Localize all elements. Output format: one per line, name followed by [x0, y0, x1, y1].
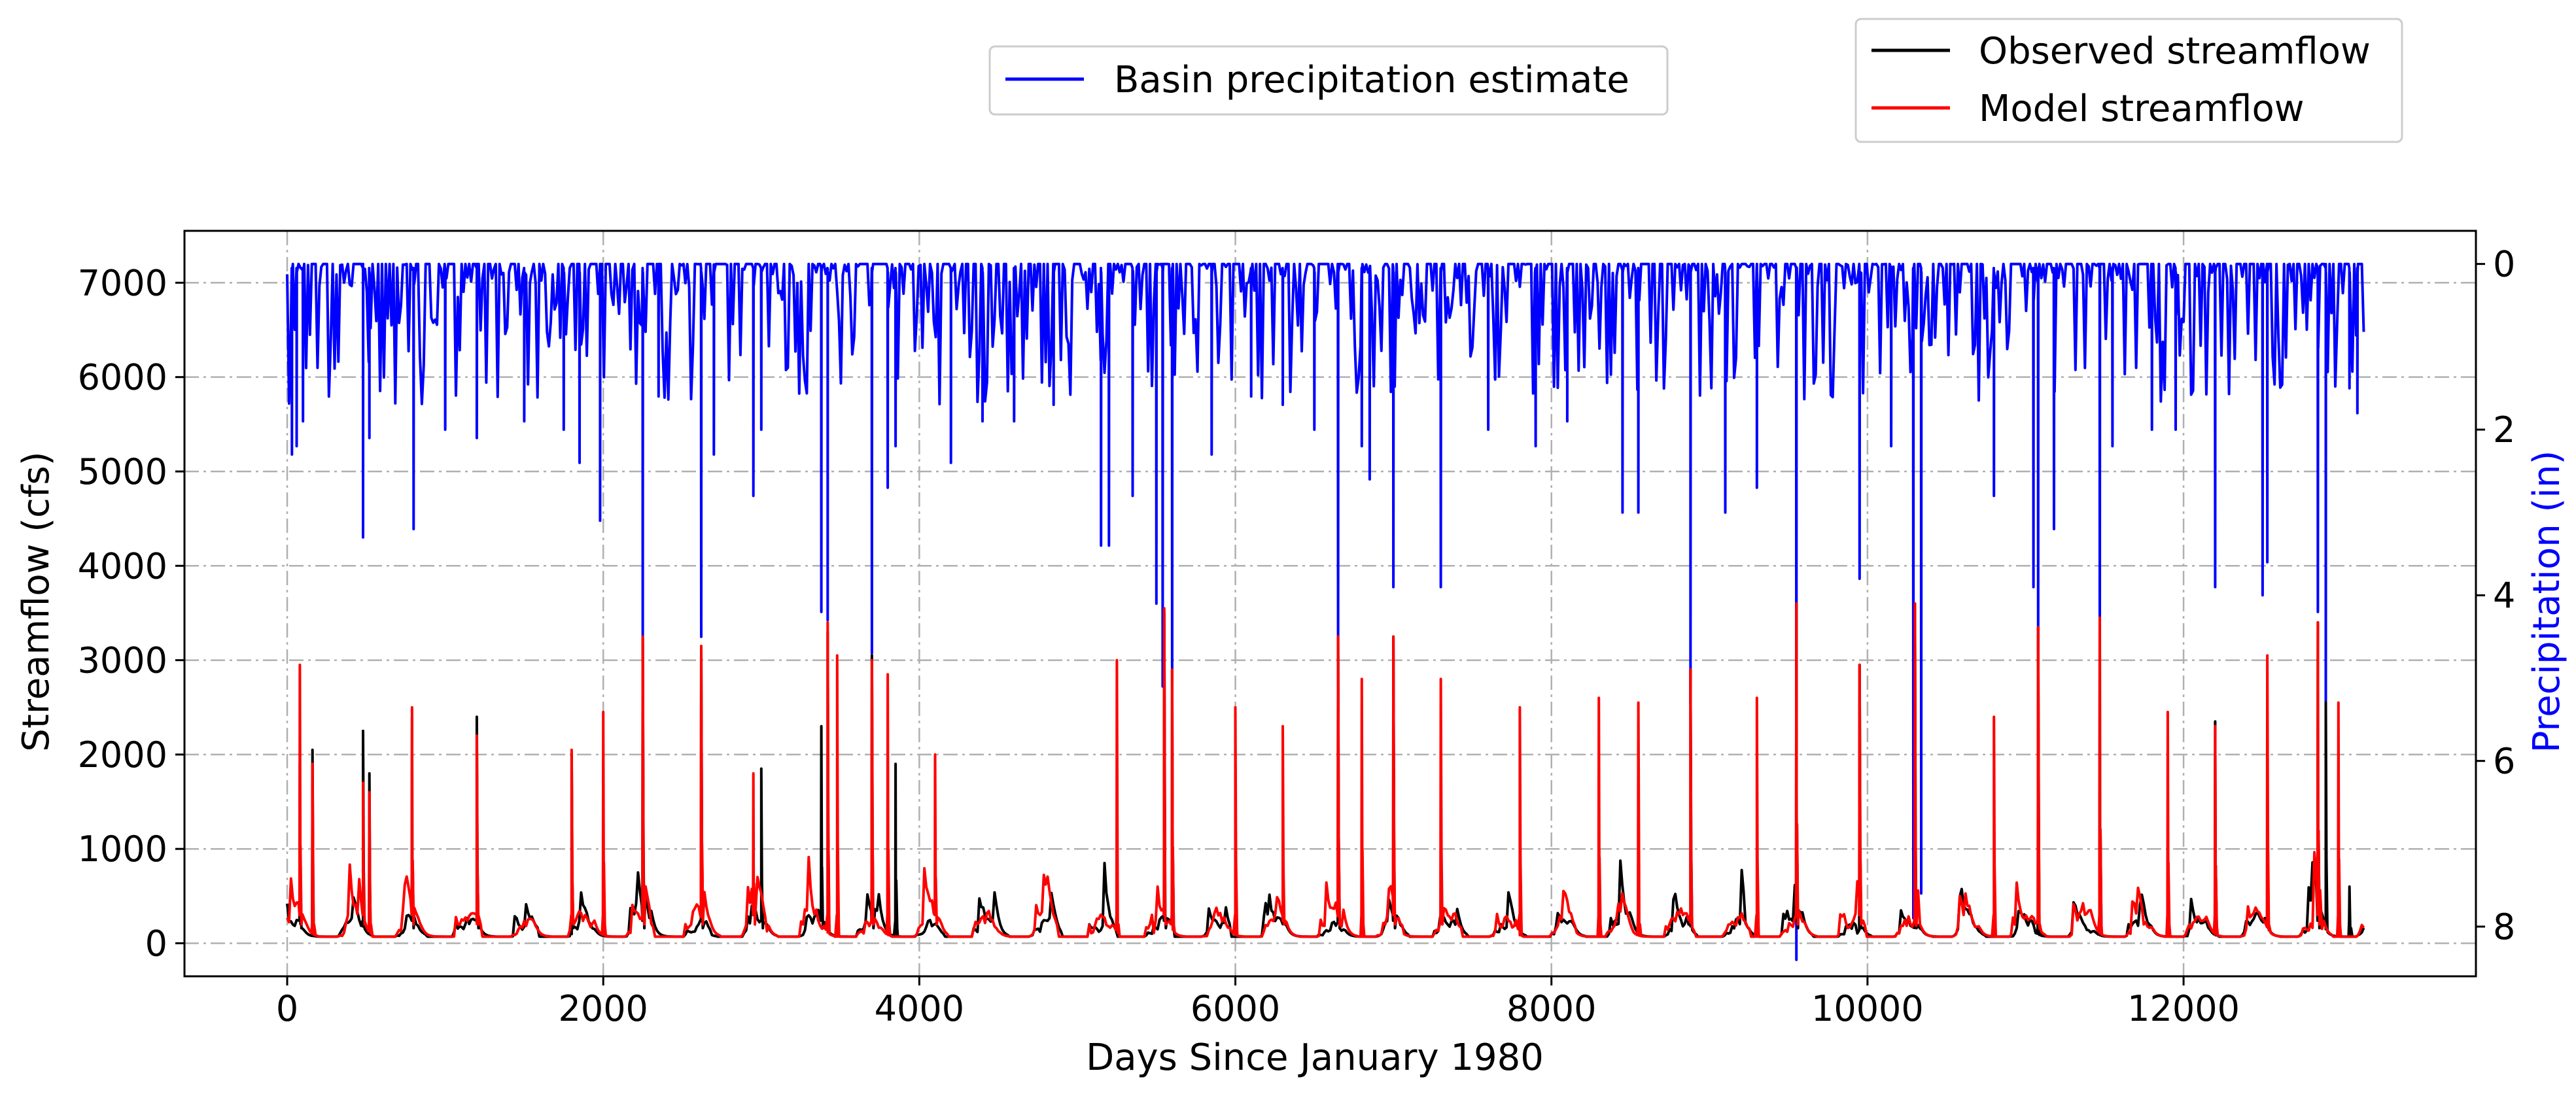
series-precipitation: [286, 262, 2365, 961]
y-left-tick-label-3: 3000: [78, 640, 167, 681]
legend-streamflow: Observed streamflow Model streamflow: [1854, 18, 2403, 143]
x-axis-ticks: 0 2000 4000 6000 8000 10000 12000: [276, 976, 2240, 1029]
x-tick-label-1: 2000: [558, 988, 648, 1029]
legend-label-observed: Observed streamflow: [1979, 30, 2371, 73]
y-left-tick-label-4: 4000: [78, 545, 167, 587]
y-left-tick-label-7: 7000: [78, 262, 167, 303]
y-right-tick-label-1: 2: [2493, 409, 2515, 451]
x-tick-label-3: 6000: [1191, 988, 1280, 1029]
plot-frame: [183, 230, 2477, 978]
x-tick-label-6: 12000: [2127, 988, 2240, 1029]
y-right-tick-label-3: 6: [2493, 741, 2515, 782]
legend-precipitation: Basin precipitation estimate: [988, 45, 1669, 116]
y-left-tick-label-0: 0: [145, 923, 167, 964]
y-left-tick-label-1: 1000: [78, 829, 167, 870]
y-left-axis-label: Streamflow (cfs): [15, 451, 58, 751]
x-tick-label-0: 0: [276, 988, 298, 1029]
y-left-axis-ticks: 0 1000 2000 3000 4000 5000 6000 7000: [78, 262, 184, 964]
y-left-tick-label-5: 5000: [78, 451, 167, 492]
x-tick-label-4: 8000: [1506, 988, 1596, 1029]
legend-label-precipitation: Basin precipitation estimate: [1114, 59, 1629, 101]
y-left-tick-label-6: 6000: [78, 357, 167, 398]
y-right-axis-label: Precipitation (in): [2526, 451, 2568, 753]
y-right-axis-ticks: 0 2 4 6 8: [2476, 244, 2515, 948]
x-axis-label: Days Since January 1980: [1086, 1036, 1544, 1079]
y-right-tick-label-4: 8: [2493, 906, 2515, 948]
y-left-tick-label-2: 2000: [78, 734, 167, 776]
series-line-model: [286, 602, 2365, 938]
series-model-streamflow: [286, 602, 2365, 938]
x-tick-label-5: 10000: [1811, 988, 1924, 1029]
legend-label-model: Model streamflow: [1979, 88, 2305, 130]
x-tick-label-2: 4000: [875, 988, 964, 1029]
y-right-tick-label-2: 4: [2493, 575, 2515, 616]
series-line-precipitation: [286, 262, 2365, 961]
y-right-tick-label-0: 0: [2493, 244, 2515, 285]
